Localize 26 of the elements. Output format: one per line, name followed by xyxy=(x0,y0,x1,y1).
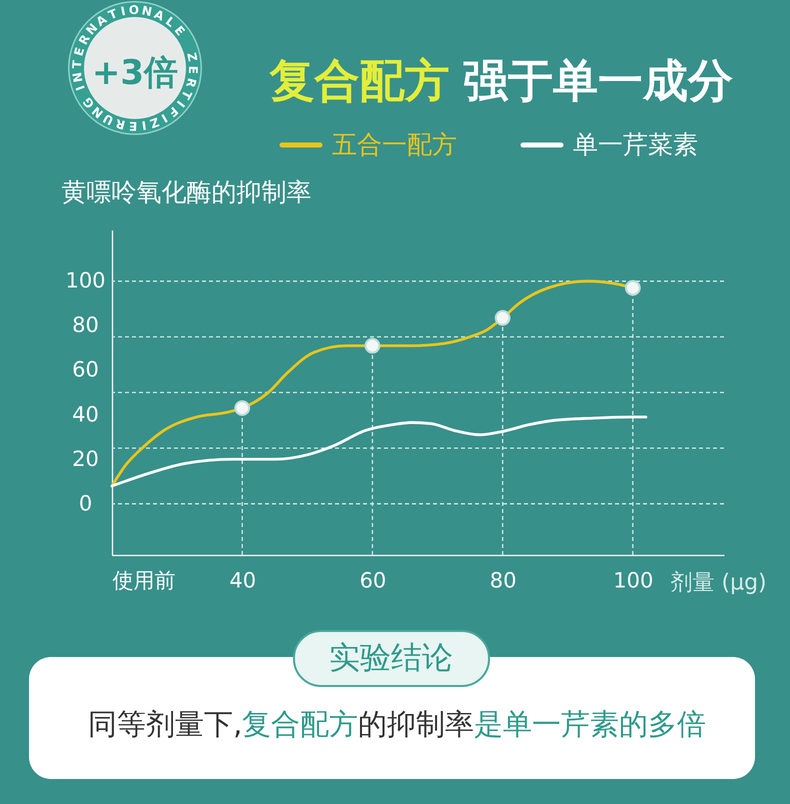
y-tick-label: 80 xyxy=(72,313,99,338)
x-axis-title: 剂量 (μg) xyxy=(670,570,767,596)
x-tick-label: 100 xyxy=(613,568,654,592)
text: +3倍 xyxy=(92,53,178,93)
y-tick-label: 0 xyxy=(78,491,92,516)
y-tick-label: 100 xyxy=(65,268,106,293)
x-tick-label: 60 xyxy=(360,568,386,592)
text: 同等剂量下, xyxy=(88,707,242,741)
point xyxy=(624,280,641,296)
y-tick-label: 60 xyxy=(72,358,99,382)
point xyxy=(494,310,511,326)
x-tick-label: 使用前 xyxy=(112,568,176,592)
text: 的抑制率 xyxy=(358,707,474,741)
y-tick-label: 20 xyxy=(72,446,99,471)
text: 复合配方 xyxy=(242,707,358,741)
text: 实验结论 xyxy=(329,640,453,676)
point xyxy=(364,338,380,354)
legend-label: 五合一配方 xyxy=(332,130,457,159)
y-axis-title: 黄嘌呤氧化酶的抑制率 xyxy=(62,178,312,206)
x-tick-label: 80 xyxy=(490,568,517,592)
x-tick-label: 40 xyxy=(229,568,256,592)
legend-label: 单一芹菜素 xyxy=(573,130,698,159)
text: 是单一芹素的多倍 xyxy=(474,707,706,741)
y-tick-label: 40 xyxy=(72,402,99,426)
chart-title: 复合配方 强于单一成分 xyxy=(268,54,733,107)
point xyxy=(234,400,250,416)
